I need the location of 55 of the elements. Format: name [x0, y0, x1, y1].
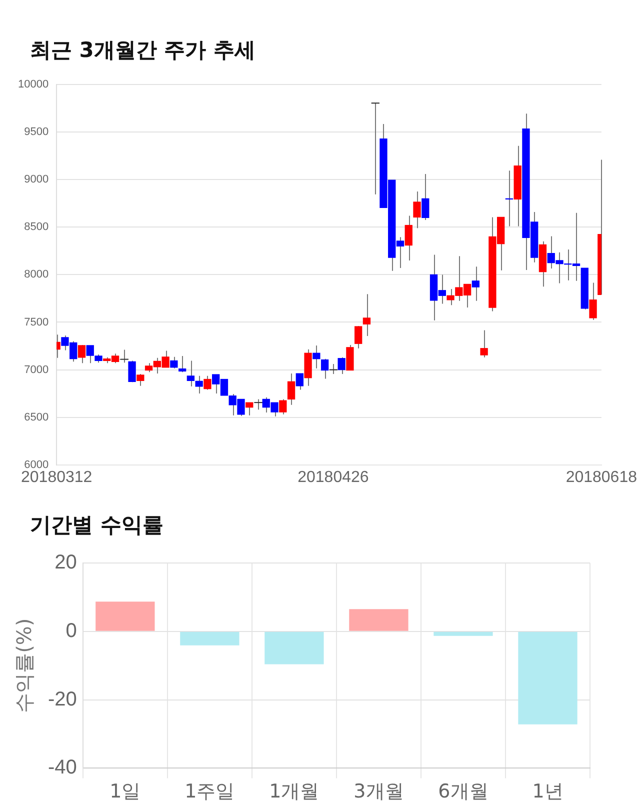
candlestick [287, 373, 296, 406]
y-tick-label: 6500 [24, 411, 49, 424]
candlestick [195, 375, 203, 394]
bar [349, 609, 408, 631]
candlestick [404, 215, 412, 261]
candlestick [136, 374, 144, 386]
y-tick-label: 9500 [24, 126, 49, 138]
x-tick-label: 1주일 [184, 780, 235, 803]
y-tick-label: 9000 [24, 174, 49, 186]
candlestick [246, 402, 254, 416]
candlestick [296, 373, 304, 390]
bar [96, 602, 155, 631]
y-tick-label: 8000 [24, 268, 49, 281]
x-tick-label: 20180426 [298, 468, 369, 486]
x-tick-label: 20180618 [566, 468, 638, 486]
candlestick [78, 344, 86, 364]
candlestick [589, 282, 597, 320]
candlestick [178, 355, 186, 373]
chart-title: 최근 3개월간 주가 추세 [29, 37, 257, 64]
y-tick-label: 10000 [18, 78, 49, 91]
x-tick-label: 6개월 [438, 780, 488, 803]
candlestick [204, 375, 212, 390]
candlestick [128, 360, 136, 383]
candlestick [320, 358, 329, 380]
candlestick [362, 294, 371, 337]
candlestick [312, 345, 320, 369]
candlestick [338, 356, 346, 375]
x-tick-label: 1일 [110, 780, 141, 803]
bar [180, 632, 240, 646]
y-axis-title: 수익률(%) [12, 618, 36, 713]
y-tick-label: 0 [66, 620, 77, 642]
y-tick-label: -20 [48, 688, 77, 710]
x-tick-label: 1년 [532, 780, 564, 803]
candlestick [279, 398, 287, 415]
y-tick-label: -40 [48, 756, 77, 779]
bar [264, 632, 324, 664]
chart-title: 기간별 수익률 [29, 512, 164, 539]
y-tick-label: 7000 [24, 364, 49, 376]
candlestick [422, 173, 430, 221]
y-tick-label: 6000 [24, 458, 49, 471]
y-tick-label: 20 [54, 552, 77, 574]
bar [518, 632, 578, 724]
bar [434, 632, 493, 636]
x-tick-label: 3개월 [354, 780, 404, 803]
candlestick [472, 266, 480, 302]
y-tick-label: 7500 [24, 316, 49, 328]
candlestick [354, 326, 362, 349]
candlestick [480, 330, 488, 358]
candlestick [413, 191, 421, 229]
candlestick [170, 356, 178, 369]
x-tick-label: 1개월 [269, 780, 320, 803]
candlestick [186, 360, 195, 387]
x-tick-label: 20180312 [20, 468, 92, 486]
y-tick-label: 8500 [24, 221, 49, 234]
candlestick [346, 344, 354, 371]
